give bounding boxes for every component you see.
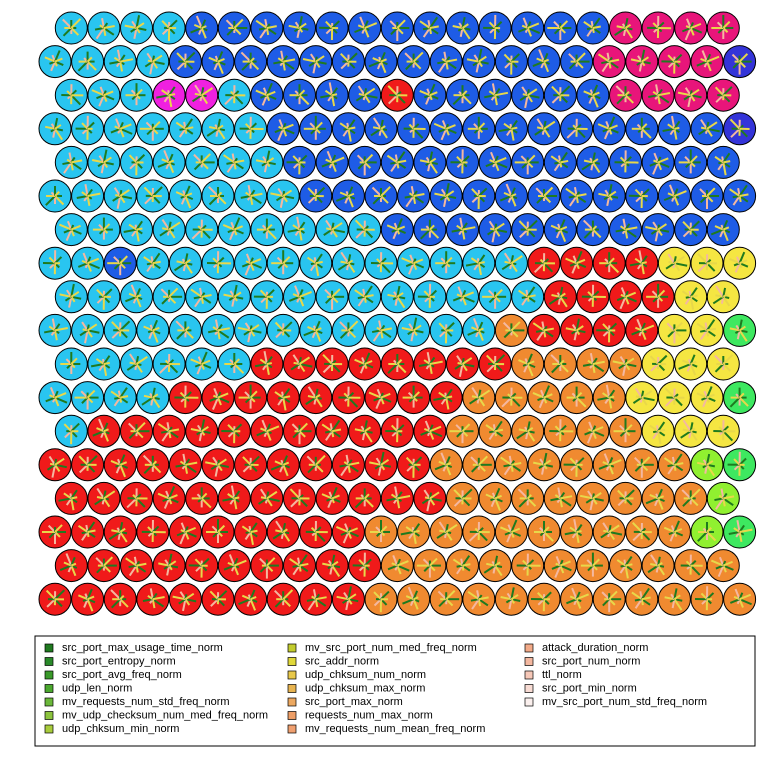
codebook-wedge [479, 262, 485, 263]
codebook-wedge [267, 363, 272, 364]
legend-swatch [288, 671, 296, 679]
legend-swatch [525, 685, 533, 693]
legend-label: src_port_min_norm [542, 682, 637, 694]
legend-label: mv_requests_num_std_freq_norm [62, 696, 230, 708]
codebook-wedge [283, 396, 290, 397]
codebook-wedge [104, 363, 110, 364]
legend-swatch [288, 644, 296, 652]
codebook-wedge [348, 128, 355, 129]
codebook-wedge [658, 430, 665, 431]
codebook-wedge [414, 531, 420, 532]
legend-label: udp_len_norm [62, 682, 132, 694]
legend-label: mv_requests_num_mean_freq_norm [305, 723, 485, 735]
legend-swatch [525, 658, 533, 666]
legend-label: attack_duration_norm [542, 642, 648, 654]
legend-swatch [45, 725, 53, 733]
legend-label: src_port_num_norm [542, 655, 640, 667]
codebook-wedge [169, 94, 175, 95]
legend-swatch [288, 685, 296, 693]
legend-swatch [288, 658, 296, 666]
legend-swatch [45, 712, 53, 720]
legend-label: src_port_max_usage_time_norm [62, 642, 223, 654]
legend-label: ttl_norm [542, 669, 582, 681]
legend-swatch [525, 644, 533, 652]
legend-swatch [45, 671, 53, 679]
legend-label: mv_src_port_num_med_freq_norm [305, 642, 477, 654]
codebook-wedge [626, 564, 633, 565]
som-map [39, 12, 756, 615]
legend-swatch [288, 725, 296, 733]
legend-label: requests_num_max_norm [305, 709, 433, 721]
legend-swatch [525, 671, 533, 679]
legend-swatch [288, 712, 296, 720]
codebook-wedge [446, 396, 452, 397]
legend-swatch [45, 644, 53, 652]
codebook-wedge [234, 497, 239, 498]
codebook-wedge [723, 161, 730, 162]
legend-label: udp_chksum_num_norm [305, 669, 426, 681]
codebook-wedge [691, 296, 698, 297]
codebook-wedge [300, 229, 305, 230]
legend-label: udp_chksum_max_norm [305, 682, 425, 694]
legend-label: mv_udp_checksum_num_med_freq_norm [62, 709, 268, 721]
codebook-wedge [316, 262, 323, 263]
legend-swatch [525, 698, 533, 706]
codebook-wedge [251, 531, 258, 532]
legend-label: src_port_entropy_norm [62, 655, 176, 667]
legend-label: src_port_avg_freq_norm [62, 669, 182, 681]
legend-swatch [288, 698, 296, 706]
legend-label: src_port_max_norm [305, 696, 403, 708]
legend-label: udp_chksum_min_norm [62, 723, 179, 735]
legend-swatch [45, 698, 53, 706]
codebook-wedge [511, 128, 517, 129]
codebook-wedge [332, 94, 337, 95]
codebook-wedge [577, 531, 582, 532]
codebook-wedge [674, 128, 679, 129]
codebook-wedge [71, 497, 77, 498]
legend-label: src_addr_norm [305, 655, 379, 667]
legend-swatch [45, 658, 53, 666]
codebook-wedge [137, 228, 143, 229]
codebook-wedge [609, 397, 614, 398]
legend-swatch [45, 685, 53, 693]
legend-label: mv_src_port_num_std_freq_norm [542, 696, 707, 708]
codebook-wedge [642, 262, 647, 263]
